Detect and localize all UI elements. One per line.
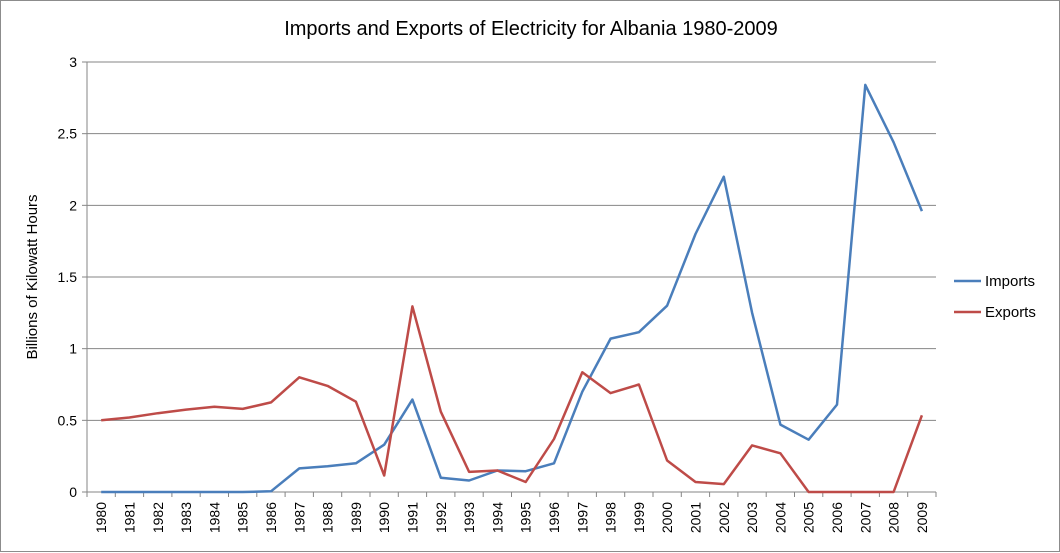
y-tick-label: 2: [69, 197, 77, 213]
x-tick-label: 1983: [178, 502, 194, 533]
x-tick-label: 2005: [801, 502, 817, 533]
legend-label: Exports: [985, 304, 1036, 321]
y-tick-label: 0: [69, 484, 77, 500]
x-tick-label: 1997: [574, 502, 590, 533]
x-tick-label: 1998: [603, 502, 619, 533]
gridlines: [82, 61, 936, 493]
x-tick-label: 1996: [546, 502, 562, 533]
y-tick-label: 2.5: [58, 126, 78, 142]
x-tick-label: 1986: [263, 502, 279, 533]
x-tick-label: 1985: [235, 502, 251, 533]
x-tick-label: 2003: [744, 502, 760, 533]
x-tick-label: 2009: [914, 502, 930, 533]
y-tick-label: 0.5: [58, 412, 78, 428]
legend-label: Imports: [985, 273, 1035, 290]
y-tick-labels: 0 0.5 1 1.5 2 2.5 3: [58, 54, 78, 500]
x-tick-labels: 1980 1981 1982 1983 1984 1985 1986 1987 1988 1989…: [93, 502, 930, 533]
x-tick-label: 2001: [687, 502, 703, 533]
chart-title: Imports and Exports of Electricity for A…: [284, 18, 778, 40]
y-axis-label: Billions of Kilowatt Hours: [24, 194, 41, 359]
x-tick-label: 1981: [121, 502, 137, 533]
series-line-imports: [101, 83, 924, 494]
y-tick-label: 1.5: [58, 269, 78, 285]
x-tick-label: 1980: [93, 502, 109, 533]
data-series: [101, 83, 924, 494]
x-tick-label: 1988: [320, 502, 336, 533]
x-tick-label: 1989: [348, 502, 364, 533]
x-tick-label: 2007: [857, 502, 873, 533]
series-line-exports: [101, 305, 924, 494]
x-tick-label: 1990: [376, 502, 392, 533]
y-tick-label: 1: [69, 341, 77, 357]
x-tick-label: 2006: [829, 502, 845, 533]
x-tick-label: 2000: [659, 502, 675, 533]
x-tick-label: 1994: [489, 502, 505, 533]
y-tick-label: 3: [69, 54, 77, 70]
x-tick-label: 1993: [461, 502, 477, 533]
x-tick-label: 2008: [886, 502, 902, 533]
axes: [86, 62, 937, 497]
x-tick-label: 1992: [433, 502, 449, 533]
x-tick-label: 2002: [716, 502, 732, 533]
x-tick-label: 1991: [404, 502, 420, 533]
x-tick-label: 1995: [518, 502, 534, 533]
x-tick-label: 1999: [631, 502, 647, 533]
legend: Imports Exports: [954, 273, 1036, 321]
x-tick-label: 1982: [150, 502, 166, 533]
x-tick-label: 2004: [772, 502, 788, 533]
x-tick-label: 1984: [206, 502, 222, 533]
x-tick-label: 1987: [291, 502, 307, 533]
